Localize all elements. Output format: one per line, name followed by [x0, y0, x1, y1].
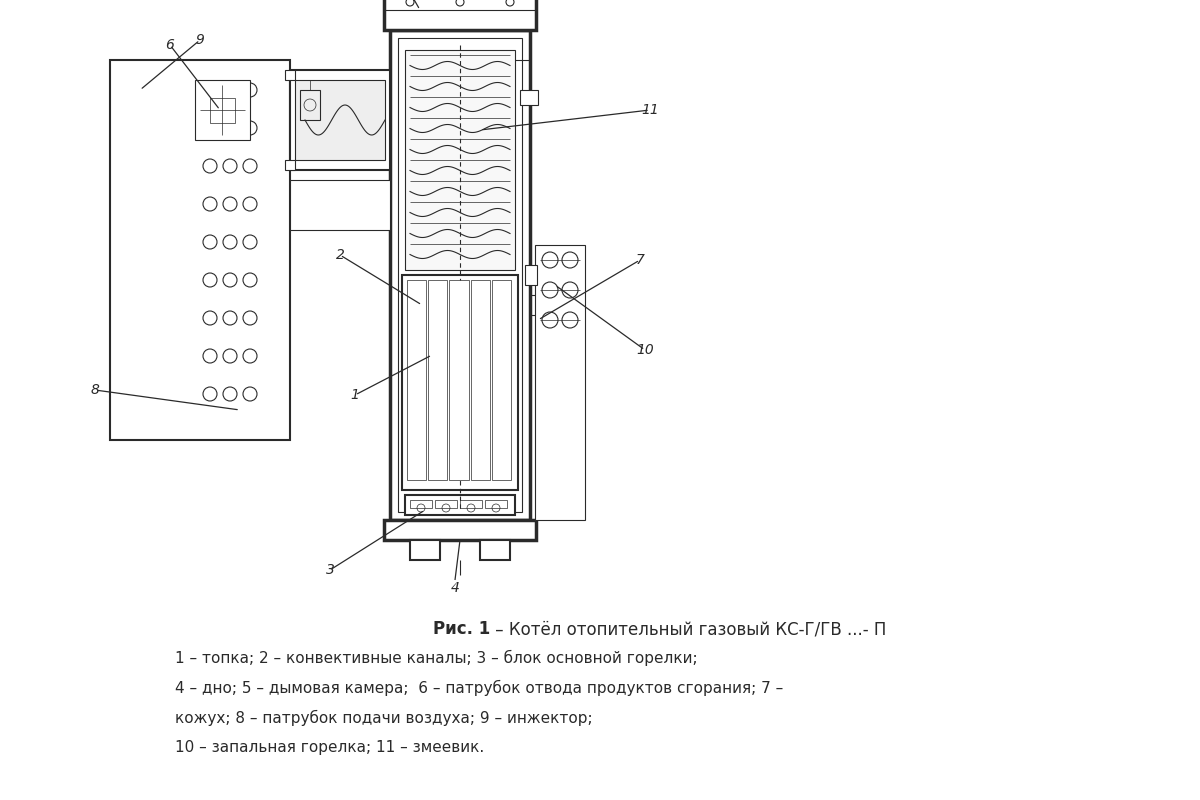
Text: 4: 4	[450, 581, 460, 595]
Text: 8: 8	[90, 383, 100, 397]
Bar	[194, 80, 250, 140]
Bar	[300, 90, 320, 120]
Bar	[526, 265, 538, 285]
Bar	[520, 90, 538, 105]
Bar	[390, 30, 530, 520]
Bar	[407, 280, 426, 480]
Bar	[398, 38, 522, 512]
Bar	[449, 280, 468, 480]
Bar	[436, 500, 457, 508]
Text: 3: 3	[325, 563, 335, 577]
Bar	[492, 280, 511, 480]
Bar	[470, 280, 490, 480]
Text: 1: 1	[350, 388, 360, 402]
Bar	[410, 540, 440, 560]
Text: 2: 2	[336, 248, 344, 262]
Text: 11: 11	[641, 103, 659, 117]
Bar	[295, 80, 385, 160]
Text: 7: 7	[636, 253, 644, 267]
Text: 4 – дно; 5 – дымовая камера;  6 – патрубок отвода продуктов сгорания; 7 –: 4 – дно; 5 – дымовая камера; 6 – патрубо…	[175, 680, 784, 696]
Bar	[286, 160, 295, 170]
Text: 10 – запальная горелка; 11 – змеевик.: 10 – запальная горелка; 11 – змеевик.	[175, 740, 485, 755]
Text: 1 – топка; 2 – конвективные каналы; 3 – блок основной горелки;: 1 – топка; 2 – конвективные каналы; 3 – …	[175, 650, 697, 666]
Bar	[110, 60, 290, 440]
Bar	[406, 495, 515, 515]
Text: кожух; 8 – патрубок подачи воздуха; 9 – инжектор;: кожух; 8 – патрубок подачи воздуха; 9 – …	[175, 710, 593, 726]
Text: 6: 6	[166, 38, 174, 52]
Bar	[410, 500, 432, 508]
Bar	[384, 0, 536, 30]
Bar	[485, 500, 508, 508]
Bar	[428, 280, 448, 480]
Bar	[406, 50, 515, 270]
Bar	[290, 70, 390, 170]
Text: 9: 9	[196, 33, 204, 47]
Text: – Котёл отопительный газовый КС-Г/ГВ ...- П: – Котёл отопительный газовый КС-Г/ГВ ...…	[490, 620, 887, 638]
Text: Рис. 1: Рис. 1	[433, 620, 490, 638]
Bar	[402, 275, 518, 490]
Bar	[384, 520, 536, 540]
Bar	[286, 70, 295, 80]
Bar	[290, 180, 390, 230]
Bar	[480, 540, 510, 560]
Bar	[460, 500, 482, 508]
Text: 10: 10	[636, 343, 654, 357]
Bar	[210, 98, 235, 123]
Bar	[535, 245, 586, 520]
